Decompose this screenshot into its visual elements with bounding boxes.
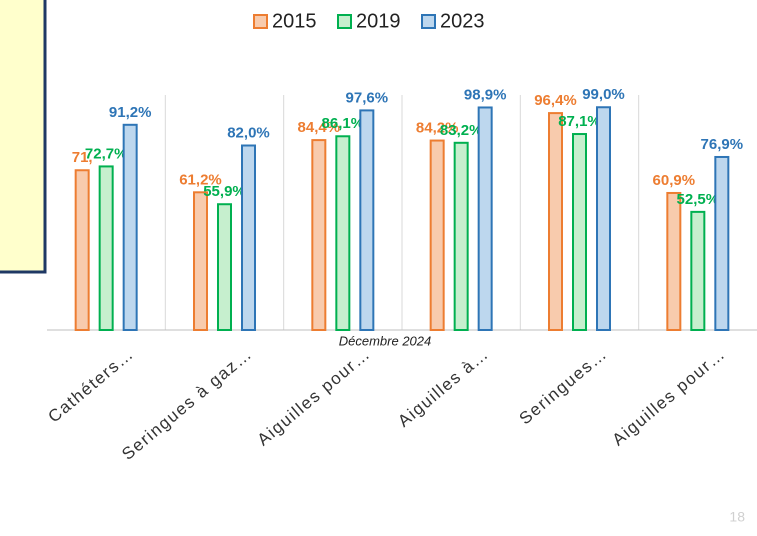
bar <box>477 106 493 331</box>
legend-swatch <box>253 14 268 29</box>
legend-label: 2015 <box>272 10 317 32</box>
legend-label: 2023 <box>440 10 485 32</box>
note-box <box>0 0 47 274</box>
legend-swatch <box>337 14 352 29</box>
value-label: 55,9% <box>203 183 246 200</box>
value-label: 86,1% <box>322 115 365 132</box>
legend-label: 2019 <box>356 10 401 32</box>
bar <box>666 191 682 331</box>
bar <box>548 112 563 331</box>
footer: Décembre 2024 <box>339 333 432 348</box>
bar <box>596 106 611 331</box>
x-tick-label: Aiguilles à… <box>394 344 492 431</box>
x-tick-label: Seringues… <box>516 344 611 428</box>
value-label: 83,2% <box>440 122 483 139</box>
value-label: 76,9% <box>701 136 744 153</box>
bar <box>359 109 375 332</box>
value-label: 60,9% <box>653 172 696 189</box>
value-label: 82,0% <box>227 124 270 141</box>
value-label: 87,1% <box>558 113 601 130</box>
bar <box>311 139 327 331</box>
value-label: 71, <box>72 149 93 166</box>
value-label: 99,0% <box>582 86 625 103</box>
bar <box>429 139 445 331</box>
value-label: 96,4% <box>534 92 577 109</box>
x-tick-label: Aiguilles pour… <box>254 344 375 450</box>
x-tick-label: Aiguilles pour… <box>609 344 730 450</box>
value-label: 84,2% <box>416 120 459 137</box>
bar <box>74 169 90 331</box>
value-label: 98,9% <box>464 86 507 103</box>
value-label: 97,6% <box>346 89 389 106</box>
bar <box>122 123 138 331</box>
x-tick-label: Cathéters… <box>44 344 137 426</box>
bar <box>98 165 114 331</box>
x-tick-label: Seringues à gaz… <box>118 344 256 464</box>
page-number: 18 <box>729 509 745 525</box>
value-label: 52,5% <box>677 191 720 208</box>
bar <box>714 155 730 331</box>
bar <box>690 210 706 331</box>
bar <box>335 135 351 331</box>
bar <box>217 203 232 332</box>
value-label: 61,2% <box>179 171 222 188</box>
value-label: 91,2% <box>109 104 152 121</box>
bar <box>572 133 587 331</box>
value-label: 72,7% <box>85 145 128 162</box>
bar <box>193 191 208 331</box>
bar <box>241 144 256 331</box>
value-label: 84,4% <box>298 119 341 136</box>
legend-swatch <box>421 14 436 29</box>
bar <box>453 141 469 331</box>
